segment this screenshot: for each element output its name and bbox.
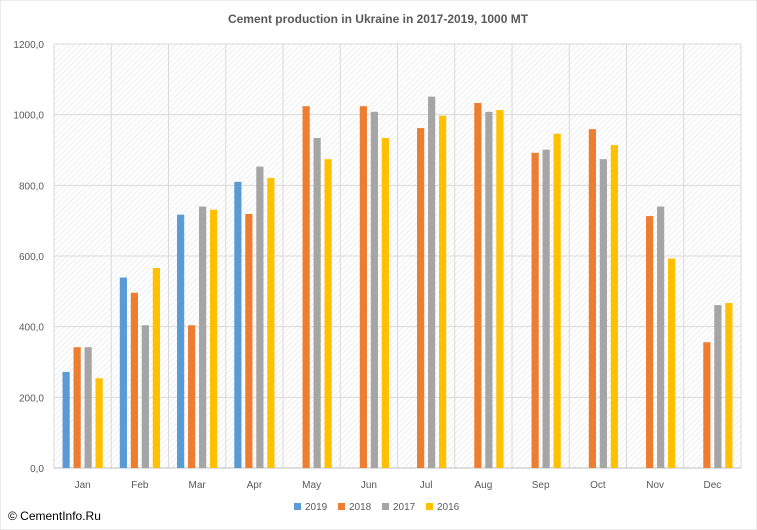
y-tick-label: 600,0 [19, 252, 44, 263]
bar-2018-jan [73, 347, 81, 468]
bar-2017-jun [370, 111, 378, 468]
y-tick-label: 800,0 [19, 181, 44, 192]
legend-swatch [294, 503, 301, 510]
x-tick-label: Apr [247, 480, 263, 491]
bar-2017-oct [599, 159, 607, 469]
bar-2016-jan [95, 378, 103, 468]
bar-2016-aug [496, 110, 504, 468]
x-tick-label: Oct [590, 480, 606, 491]
bar-2018-feb [130, 292, 138, 468]
bar-2018-oct [588, 129, 596, 469]
legend-swatch [382, 503, 389, 510]
x-tick-label: Sep [532, 480, 550, 491]
watermark: © CementInfo.Ru [8, 509, 101, 523]
bars [62, 96, 733, 469]
x-tick-label: Feb [131, 480, 149, 491]
bar-2016-oct [610, 145, 618, 468]
legend-entry: 2019 [305, 502, 328, 513]
bar-2017-apr [256, 166, 264, 468]
x-tick-label: Aug [474, 480, 492, 491]
legend-swatch [426, 503, 433, 510]
legend-entry: 2016 [437, 502, 460, 513]
bar-2017-jan [84, 347, 92, 468]
bar-2017-jul [428, 96, 436, 468]
bar-2017-dec [714, 305, 722, 468]
bar-2017-may [313, 137, 321, 468]
bar-2018-dec [703, 342, 711, 468]
legend-entry: 2018 [349, 502, 372, 513]
bar-2017-nov [657, 206, 665, 469]
bar-2016-nov [668, 258, 676, 468]
y-tick-label: 1200,0 [13, 40, 44, 51]
bar-2018-apr [245, 213, 253, 468]
gridlines [53, 43, 742, 469]
bar-2016-mar [210, 209, 218, 469]
x-tick-label: Dec [703, 480, 721, 491]
x-axis: Jan Feb Mar Apr May Jun Jul Aug Sep Oct Nov Dec [75, 480, 722, 491]
bar-2016-dec [725, 302, 733, 468]
y-tick-label: 400,0 [19, 323, 44, 334]
bar-2017-sep [542, 149, 550, 468]
bar-2018-jul [417, 128, 425, 469]
y-tick-label: 0,0 [30, 464, 44, 475]
bar-2019-jan [62, 371, 70, 468]
x-tick-label: Jul [420, 480, 433, 491]
bar-2019-feb [119, 277, 127, 468]
legend-entry: 2017 [393, 502, 416, 513]
y-tick-label: 200,0 [19, 393, 44, 404]
bar-2017-aug [485, 111, 493, 468]
bar-2016-jul [439, 115, 447, 468]
x-tick-label: May [302, 480, 321, 491]
bar-2016-sep [553, 133, 561, 468]
bar-2018-jun [359, 106, 367, 468]
legend-swatch [338, 503, 345, 510]
bar-2018-aug [474, 103, 482, 469]
bar-2019-apr [234, 181, 242, 469]
bar-2016-jun [381, 137, 389, 468]
bar-2018-mar [188, 325, 196, 468]
bar-2018-may [302, 106, 310, 468]
chart-title: Cement production in Ukraine in 2017-201… [228, 12, 529, 26]
bar-2016-apr [267, 177, 275, 468]
bar-2019-mar [177, 214, 185, 468]
x-tick-label: Mar [189, 480, 207, 491]
legend: 2019 2018 2017 2016 [294, 502, 460, 513]
x-tick-label: Jan [75, 480, 91, 491]
y-axis: 0,0 200,0 400,0 600,0 800,0 1000,0 1200,0 [13, 40, 44, 475]
bar-2016-feb [152, 268, 160, 468]
x-tick-label: Nov [646, 480, 664, 491]
x-tick-label: Jun [361, 480, 377, 491]
bar-2018-sep [531, 152, 539, 468]
y-tick-label: 1000,0 [13, 111, 44, 122]
bar-2017-mar [199, 206, 207, 469]
bar-2018-nov [646, 216, 654, 468]
bar-2017-feb [141, 325, 149, 468]
bar-2016-may [324, 159, 332, 469]
